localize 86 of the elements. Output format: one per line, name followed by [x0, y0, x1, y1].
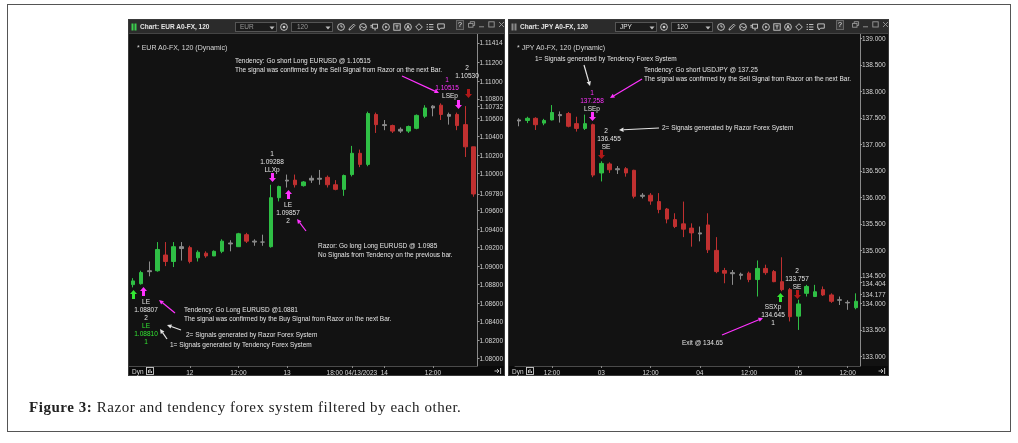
candlestick	[131, 277, 135, 288]
candlestick	[837, 296, 842, 306]
candlestick	[542, 118, 546, 126]
candlestick	[398, 126, 403, 134]
candlestick	[350, 145, 354, 177]
candlestick	[574, 116, 579, 133]
candlestick	[804, 284, 809, 298]
candlestick	[730, 269, 735, 286]
candlestick	[382, 119, 387, 131]
candlestick	[212, 249, 216, 257]
candlestick	[722, 267, 727, 284]
candlestick	[632, 169, 636, 199]
candlestick	[772, 269, 776, 283]
candlestick	[689, 222, 694, 248]
candlestick	[681, 201, 686, 238]
candlestick	[252, 238, 257, 247]
candlestick	[517, 117, 521, 127]
candlestick	[228, 239, 233, 252]
candlestick	[714, 236, 719, 274]
candlestick	[755, 259, 760, 298]
candlestick	[550, 104, 554, 121]
candlestick	[615, 165, 620, 175]
candlestick	[698, 226, 702, 242]
candlestick	[665, 207, 669, 224]
candlestick	[155, 241, 160, 273]
candlestick	[845, 299, 850, 311]
candlestick	[607, 161, 612, 174]
candlestick	[236, 232, 241, 248]
candlestick	[829, 292, 834, 304]
candlestick	[333, 179, 338, 191]
candlestick	[423, 104, 427, 119]
candlestick	[325, 174, 330, 189]
candlestick	[366, 111, 370, 167]
candlestick	[640, 192, 645, 199]
candlestick	[196, 249, 200, 262]
candlestick	[747, 271, 751, 283]
candlestick	[854, 292, 858, 310]
candlestick	[171, 241, 176, 268]
candlestick	[763, 264, 768, 276]
candlestick	[566, 111, 571, 128]
candlestick	[269, 184, 273, 249]
candlestick	[139, 270, 143, 286]
candlestick	[285, 174, 289, 189]
candlestick	[317, 169, 322, 186]
candlestick	[583, 114, 587, 131]
candlestick	[147, 261, 152, 277]
candlestick	[390, 124, 395, 134]
candlestick	[591, 123, 595, 178]
caption: Figure 3: Razor and tendency forex system filtered by each other.	[29, 398, 462, 416]
candlestick	[455, 112, 459, 131]
candlestick	[163, 241, 168, 267]
candlestick	[301, 180, 306, 188]
candlestick	[739, 272, 743, 281]
candlestick	[439, 102, 443, 121]
candlestick	[293, 174, 297, 189]
candlestick	[204, 250, 208, 259]
candlestick	[788, 287, 792, 322]
candlestick	[821, 285, 825, 297]
candlestick	[648, 192, 653, 206]
candlestick	[525, 116, 530, 124]
candlestick	[414, 113, 419, 130]
candlestick	[533, 116, 538, 131]
candlestick	[374, 112, 378, 134]
candlestick	[624, 166, 628, 178]
candlestick	[220, 238, 224, 254]
candlestick	[342, 174, 346, 197]
candlestick	[780, 256, 784, 292]
candlestick	[463, 105, 468, 158]
candlestick	[358, 149, 362, 168]
candlestick	[260, 234, 265, 247]
candlestick	[431, 104, 435, 117]
candlestick	[657, 192, 661, 214]
candlestick	[188, 245, 192, 264]
candlestick	[813, 284, 817, 298]
candlestick	[406, 125, 411, 134]
candlestick	[558, 110, 562, 124]
candlestick	[309, 174, 314, 184]
candlestick	[599, 160, 604, 182]
candlestick	[277, 185, 281, 202]
candlestick	[447, 112, 451, 126]
candlestick	[471, 146, 476, 198]
candlestick	[706, 212, 710, 254]
candlestick	[673, 212, 677, 229]
candlestick	[179, 241, 184, 262]
candlestick	[796, 299, 801, 331]
candlestick	[244, 232, 249, 244]
